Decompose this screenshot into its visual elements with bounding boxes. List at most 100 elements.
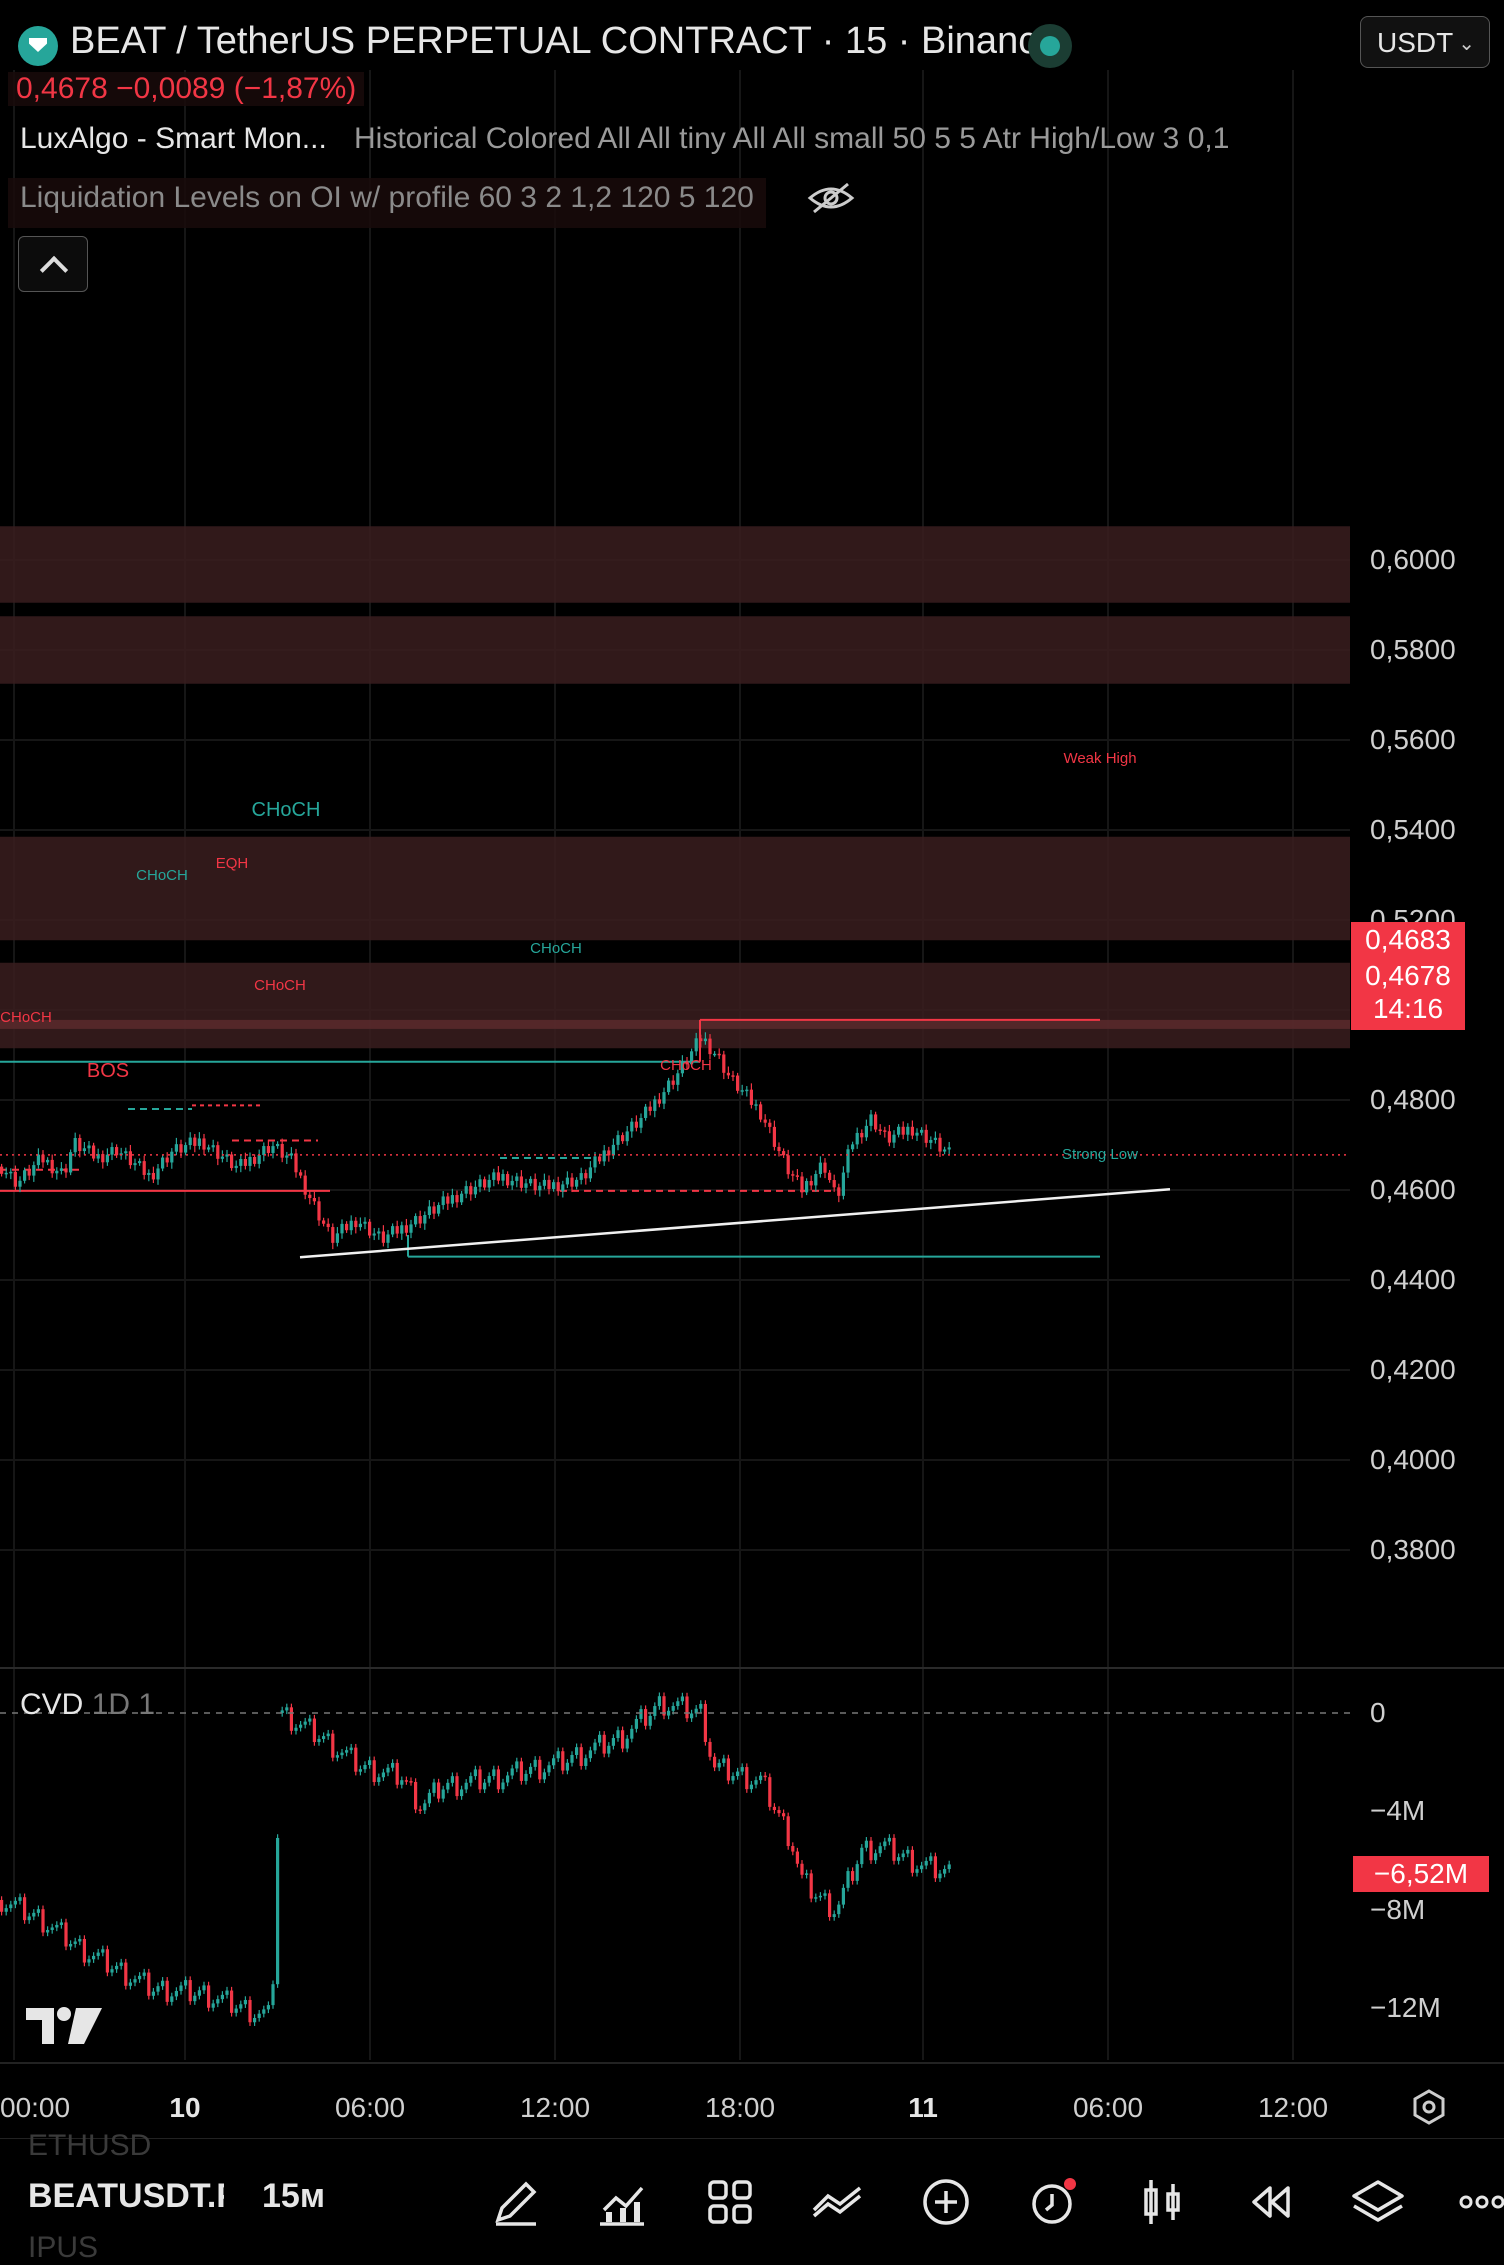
candle xyxy=(667,1077,671,1095)
indicators-icon[interactable] xyxy=(594,2174,650,2230)
cvd-candle xyxy=(717,1759,721,1772)
price-candles xyxy=(0,1032,951,1250)
candle xyxy=(59,1162,63,1175)
cvd-candle xyxy=(184,1976,188,1990)
candle xyxy=(556,1176,560,1196)
candle xyxy=(874,1111,878,1133)
layers-icon[interactable] xyxy=(1350,2174,1406,2230)
indicator-liquidation-levels[interactable]: Liquidation Levels on OI w/ profile 60 3… xyxy=(8,178,766,228)
candle xyxy=(823,1158,827,1179)
cvd-candle xyxy=(519,1757,523,1785)
candle xyxy=(588,1161,592,1182)
cvd-candle xyxy=(9,1900,13,1912)
candle xyxy=(418,1210,422,1229)
cvd-label[interactable]: CVD xyxy=(20,1688,84,1721)
cvd-candle xyxy=(887,1834,891,1846)
candle xyxy=(377,1227,381,1240)
cvd-candle xyxy=(257,2009,261,2022)
cvd-candle xyxy=(110,1965,114,1977)
cvd-candle xyxy=(598,1731,602,1747)
cvd-candle xyxy=(708,1738,712,1761)
resistance-zones xyxy=(0,526,1350,1049)
time-axis-label-6: 06:00 xyxy=(1072,2092,1144,2123)
cvd-candle xyxy=(846,1867,850,1892)
cvd-candle xyxy=(161,1977,165,1990)
eye-hidden-icon[interactable] xyxy=(806,180,856,216)
settings-icon[interactable] xyxy=(1410,2088,1448,2126)
more-options-icon[interactable] xyxy=(1458,2174,1504,2230)
cvd-candle xyxy=(809,1869,813,1903)
candle xyxy=(602,1145,606,1166)
bar-countdown: 14:16 xyxy=(1372,993,1444,1024)
symbol-title[interactable]: BEAT / TetherUS PERPETUAL CONTRACT · 15 … xyxy=(70,20,1059,62)
cvd-candle xyxy=(745,1763,749,1793)
candle xyxy=(510,1175,514,1190)
cvd-candle xyxy=(832,1910,836,1921)
indicator-luxalgo-name[interactable]: LuxAlgo - Smart Mon... xyxy=(20,122,327,155)
candle xyxy=(906,1123,910,1142)
candle xyxy=(400,1221,404,1240)
candle xyxy=(119,1147,123,1160)
draw-pencil-icon[interactable] xyxy=(488,2174,544,2230)
time-axis-label-0: 00:00 xyxy=(0,2092,71,2123)
candle xyxy=(634,1115,638,1132)
cvd-candle xyxy=(667,1707,671,1720)
symbol-logo-icon[interactable] xyxy=(18,26,58,66)
alert-clock-icon[interactable] xyxy=(1026,2174,1082,2230)
cvd-candle xyxy=(483,1779,487,1794)
candle xyxy=(340,1219,344,1239)
cvd-candles xyxy=(0,1692,951,2026)
watchlist-next-symbol[interactable]: IPUS xyxy=(28,2231,99,2264)
cvd-candle xyxy=(547,1761,551,1777)
candle xyxy=(285,1151,289,1164)
cvd-candle xyxy=(124,1958,128,1990)
symbol-button[interactable]: BEATUSDT.P xyxy=(28,2177,224,2215)
cvd-candle xyxy=(266,2001,270,2014)
market-status-icon[interactable] xyxy=(1028,24,1072,68)
candle xyxy=(317,1196,321,1226)
collapse-legend-button[interactable] xyxy=(18,236,88,292)
replay-rewind-icon[interactable] xyxy=(1242,2174,1298,2230)
cvd-candle xyxy=(409,1777,413,1786)
candle xyxy=(450,1188,454,1208)
candle xyxy=(142,1155,146,1180)
layout-grid-icon[interactable] xyxy=(702,2174,758,2230)
cvd-candle xyxy=(216,1995,220,2008)
cvd-candle xyxy=(841,1884,845,1909)
candle xyxy=(736,1072,740,1094)
currency-select[interactable]: USDT ⌄ xyxy=(1360,16,1490,68)
candle xyxy=(630,1118,634,1138)
cvd-title: CVD 1D 1 xyxy=(20,1688,155,1722)
candle xyxy=(708,1034,712,1060)
cvd-params[interactable]: 1D 1 xyxy=(91,1688,156,1721)
candle xyxy=(253,1154,257,1167)
cvd-candle xyxy=(869,1837,873,1864)
compare-icon[interactable] xyxy=(810,2174,866,2230)
cvd-candle xyxy=(133,1975,137,1987)
cvd-candle xyxy=(947,1860,951,1873)
price-axis-label-11: 0,3800 xyxy=(1370,1534,1456,1565)
cvd-candle xyxy=(929,1852,933,1865)
candle xyxy=(437,1202,441,1217)
candle xyxy=(170,1148,174,1169)
candle xyxy=(262,1142,266,1162)
indicator-luxalgo-params[interactable]: Historical Colored All All tiny All All … xyxy=(354,122,1230,155)
candle xyxy=(156,1163,160,1185)
candle xyxy=(579,1167,583,1185)
candle xyxy=(722,1050,726,1080)
cvd-candle xyxy=(119,1958,123,1970)
chart-type-candles-icon[interactable] xyxy=(1134,2174,1190,2230)
candle xyxy=(657,1093,661,1108)
candle xyxy=(354,1217,358,1234)
cvd-candle xyxy=(823,1889,827,1900)
candle xyxy=(901,1121,905,1140)
watchlist-prev-symbol[interactable]: ETHUSD xyxy=(28,2129,152,2162)
interval-button[interactable]: 15м xyxy=(262,2177,325,2215)
candle xyxy=(441,1191,445,1210)
cvd-candle xyxy=(36,1905,40,1917)
add-icon[interactable] xyxy=(918,2174,974,2230)
candle xyxy=(248,1152,252,1172)
candle xyxy=(349,1215,353,1235)
cvd-candle xyxy=(506,1771,510,1787)
